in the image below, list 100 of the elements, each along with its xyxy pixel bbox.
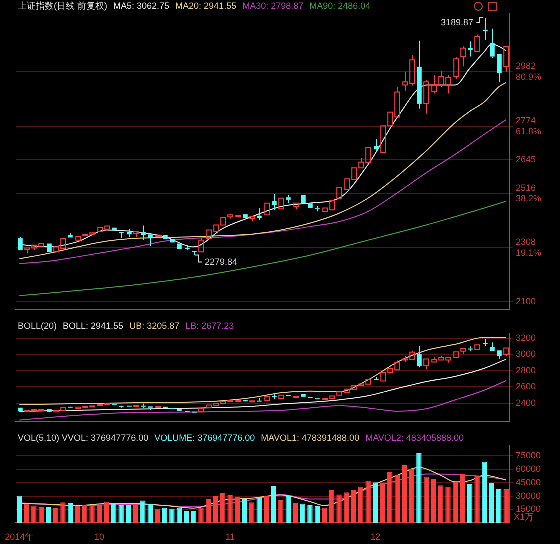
candlestick: [278, 198, 284, 210]
candlestick: [374, 376, 379, 380]
candlestick: [417, 346, 422, 368]
x-tick-label: 2014年: [5, 532, 34, 542]
bar: [96, 504, 102, 524]
bar: [300, 504, 306, 524]
x-tick-label: 10: [94, 532, 105, 542]
bar: [206, 498, 212, 524]
bar: [32, 506, 37, 524]
bar: [322, 508, 328, 524]
y-tick-label: 3200: [516, 332, 536, 343]
bar: [424, 476, 430, 524]
bar: [82, 505, 88, 524]
text: VOLUME: 376947776.00: [154, 432, 256, 443]
bar: [256, 497, 262, 524]
bar: [388, 472, 393, 524]
candlestick: [68, 232, 73, 238]
candlestick: [264, 202, 270, 216]
bar: [24, 504, 30, 524]
y-tick-label: 75000: [516, 450, 542, 460]
bar: [249, 502, 255, 524]
x-tick-label: 12: [370, 532, 381, 542]
bar: [140, 500, 146, 524]
candlestick: [141, 225, 146, 241]
candlestick: [264, 396, 270, 402]
bar: [329, 490, 335, 524]
bar: [68, 503, 74, 524]
bar: [118, 504, 124, 524]
bar: [467, 484, 473, 524]
bar: [126, 504, 132, 524]
candlestick: [47, 244, 52, 252]
bar: [90, 504, 95, 524]
candlestick: [76, 236, 82, 241]
bar: [293, 503, 298, 524]
text: UB: 3205.87: [130, 320, 180, 331]
candlestick: [47, 410, 52, 412]
candlestick: [497, 350, 502, 360]
candlestick: [170, 239, 175, 243]
candlestick: [417, 40, 422, 110]
line-series: [19, 337, 507, 406]
candlestick: [177, 244, 182, 250]
bar: [431, 479, 436, 524]
y-tick-label: 45000: [516, 477, 542, 488]
candlestick: [294, 202, 300, 210]
y-axis-title: X1万: [514, 512, 534, 522]
text: MAVOL1: 478391488.00: [261, 432, 360, 443]
bar: [234, 497, 240, 524]
line-series: [19, 119, 507, 264]
bar: [75, 506, 80, 524]
candlestick: [18, 408, 23, 412]
candlestick: [272, 194, 277, 211]
bar: [46, 507, 52, 524]
line-series: [19, 380, 507, 421]
bar: [286, 496, 292, 524]
bar: [409, 470, 415, 524]
text: MA5: 3062.75: [113, 0, 170, 11]
bar: [155, 508, 160, 524]
candlestick: [497, 54, 502, 83]
candlestick: [192, 251, 197, 256]
bar: [504, 489, 509, 524]
bar: [148, 504, 154, 524]
candlestick: [198, 408, 204, 413]
bar: [336, 494, 342, 524]
y-tick-label: 2774 61.8%: [516, 115, 542, 136]
bar: [446, 486, 451, 524]
bar: [489, 483, 494, 524]
candlestick: [460, 46, 466, 68]
bar: [133, 504, 138, 524]
chart-title: 上证指数(日线 前复权): [18, 0, 108, 11]
candlestick: [286, 194, 291, 204]
candlestick: [424, 80, 430, 114]
bar: [366, 480, 371, 524]
candlestick: [272, 394, 277, 400]
bar: [344, 492, 350, 524]
candlestick: [336, 187, 342, 199]
bar: [358, 486, 364, 524]
candlestick: [278, 394, 284, 400]
bar: [264, 496, 270, 524]
bar: [394, 474, 400, 524]
bar: [228, 495, 233, 524]
x-tick-label: 11: [226, 532, 235, 542]
candlestick: [474, 344, 480, 350]
candlestick: [301, 196, 306, 204]
text: MAVOL2: 483405888.00: [366, 432, 464, 443]
bar: [38, 507, 44, 524]
bar: [104, 502, 110, 524]
candlestick: [156, 234, 162, 238]
y-tick-label: 2982 80.9%: [516, 61, 542, 82]
bar: [474, 476, 480, 524]
annotation: 3189.87: [441, 17, 474, 28]
y-tick-label: 2645: [516, 154, 536, 165]
candlestick: [112, 228, 117, 230]
bar: [438, 486, 444, 524]
candlestick: [243, 214, 248, 218]
y-tick-label: 2516 38.2%: [516, 182, 542, 204]
bar: [60, 502, 66, 524]
bar: [496, 489, 502, 524]
bar: [242, 499, 248, 524]
chart-title: VOL(5,10) VVOL: 376947776.00: [18, 432, 149, 443]
y-tick-label: 60000: [516, 464, 542, 474]
